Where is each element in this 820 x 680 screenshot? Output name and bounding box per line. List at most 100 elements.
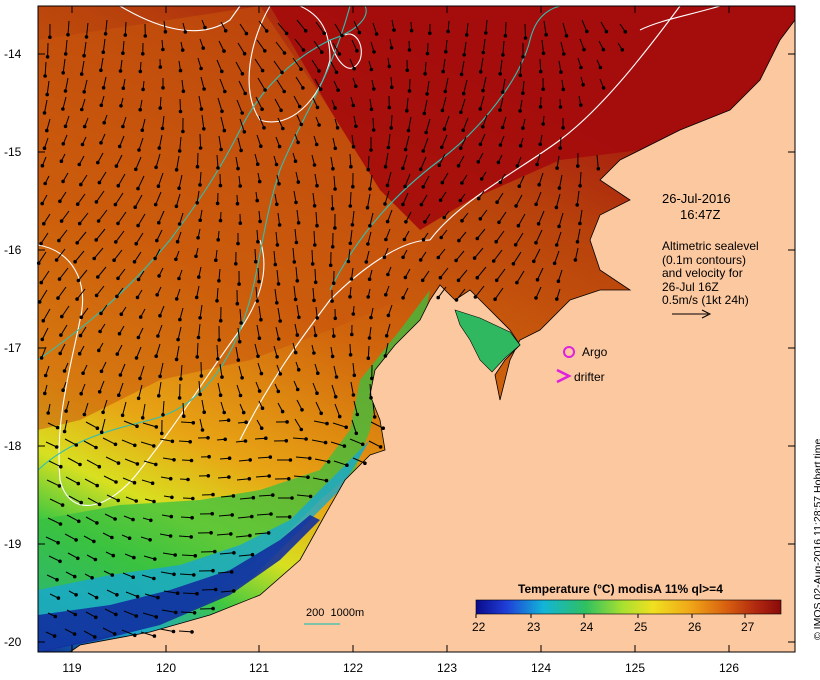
velocity-vector-head [96,219,101,223]
velocity-vector-head [257,279,261,284]
velocity-vector-head [369,67,374,72]
velocity-vector-head [579,65,583,70]
velocity-vector-head [438,275,443,280]
velocity-vector [59,191,67,202]
velocity-vector-head [114,480,118,484]
velocity-vector [199,304,203,318]
velocity-vector-head [80,142,85,147]
velocity-vector-head [523,36,528,40]
velocity-vector-head [317,69,321,73]
velocity-vector-head [200,428,205,432]
velocity-vector [217,571,232,574]
velocity-vector-head [157,274,161,278]
velocity-vector [46,479,60,487]
velocity-vector-head [238,221,243,225]
velocity-vector [235,156,239,169]
velocity-vector-head [535,162,539,167]
velocity-vector [475,285,485,298]
velocity-vector-head [58,199,62,204]
velocity-vector-head [235,201,240,206]
velocity-vector-head [318,87,323,91]
velocity-vector [562,22,567,36]
velocity-vector-head [366,295,371,299]
velocity-vector-head [264,29,269,33]
velocity-vector-head [58,351,63,356]
velocity-vector-head [99,430,104,435]
velocity-vector [85,421,98,429]
velocity-vector [218,268,221,281]
obs-date: 26-Jul-2016 [662,191,731,206]
velocity-vector-head [333,187,337,191]
velocity-vector-head [558,105,563,109]
velocity-vector-head [115,593,119,597]
velocity-vector-head [260,107,264,111]
velocity-vector [158,134,163,149]
velocity-vector-head [39,280,44,285]
velocity-vector [105,456,119,464]
velocity-vector-head [352,373,357,378]
velocity-vector-head [513,243,518,247]
velocity-vector-head [206,436,210,440]
velocity-vector [276,79,285,92]
velocity-vector [179,573,194,576]
sst-green-band [38,290,430,640]
velocity-vector-head [66,32,70,37]
velocity-vector [385,228,391,240]
velocity-vector-head [154,354,158,359]
velocity-vector [294,418,302,430]
velocity-vector-head [213,587,218,592]
velocity-vector-head [515,164,520,168]
velocity-vector [313,40,323,53]
velocity-vector [85,611,97,618]
velocity-vector [461,60,465,75]
velocity-vector [220,590,234,593]
velocity-vector-head [170,495,174,500]
velocity-vector [134,251,142,263]
velocity-vector [292,247,295,262]
velocity-vector-head [366,167,371,172]
velocity-vector [499,59,503,74]
colorbar-tick-label: 23 [527,620,541,634]
velocity-vector [83,440,97,448]
velocity-vector-head [325,421,329,426]
velocity-vector-head [40,163,45,168]
sst-hot-zone [270,6,795,230]
colorbar-title: Temperature (°C) modisA 11% ql>=4 [518,582,723,596]
velocity-vector-head [280,409,285,414]
axis-ticks [38,6,795,652]
velocity-vector-head [79,315,84,320]
velocity-vector-head [259,144,263,148]
velocity-vector-head [111,553,116,558]
velocity-vector [80,307,89,318]
velocity-vector-head [135,462,140,466]
velocity-vector-head [45,55,50,59]
velocity-vector [559,136,562,149]
velocity-vector-head [257,179,262,184]
velocity-vector-head [290,496,294,500]
velocity-vector-head [160,431,164,436]
velocity-vector-head [277,223,282,227]
altimetry-line: 26-Jul 16Z [662,279,719,294]
velocity-vector-head [73,259,77,264]
velocity-vector-head [101,86,106,90]
velocity-vector-head [323,440,328,445]
velocity-vector-head [314,142,319,147]
velocity-vector-head [351,312,356,316]
velocity-vector-head [500,125,505,130]
velocity-vector-head [220,375,224,379]
velocity-vector-head [406,128,411,133]
velocity-vector [426,80,430,94]
velocity-vector [482,114,488,127]
velocity-vector-head [133,443,137,448]
velocity-vector [458,155,465,167]
velocity-vector [314,458,329,463]
velocity-vector-head [401,255,405,260]
velocity-vector-head [247,477,252,481]
velocity-vector-head [97,348,101,353]
velocity-vector-head [243,439,248,443]
velocity-vector [220,495,234,498]
velocity-vector-head [284,439,289,443]
velocity-vector [178,535,192,538]
velocity-vector [332,42,340,55]
velocity-vector-head [58,522,63,526]
